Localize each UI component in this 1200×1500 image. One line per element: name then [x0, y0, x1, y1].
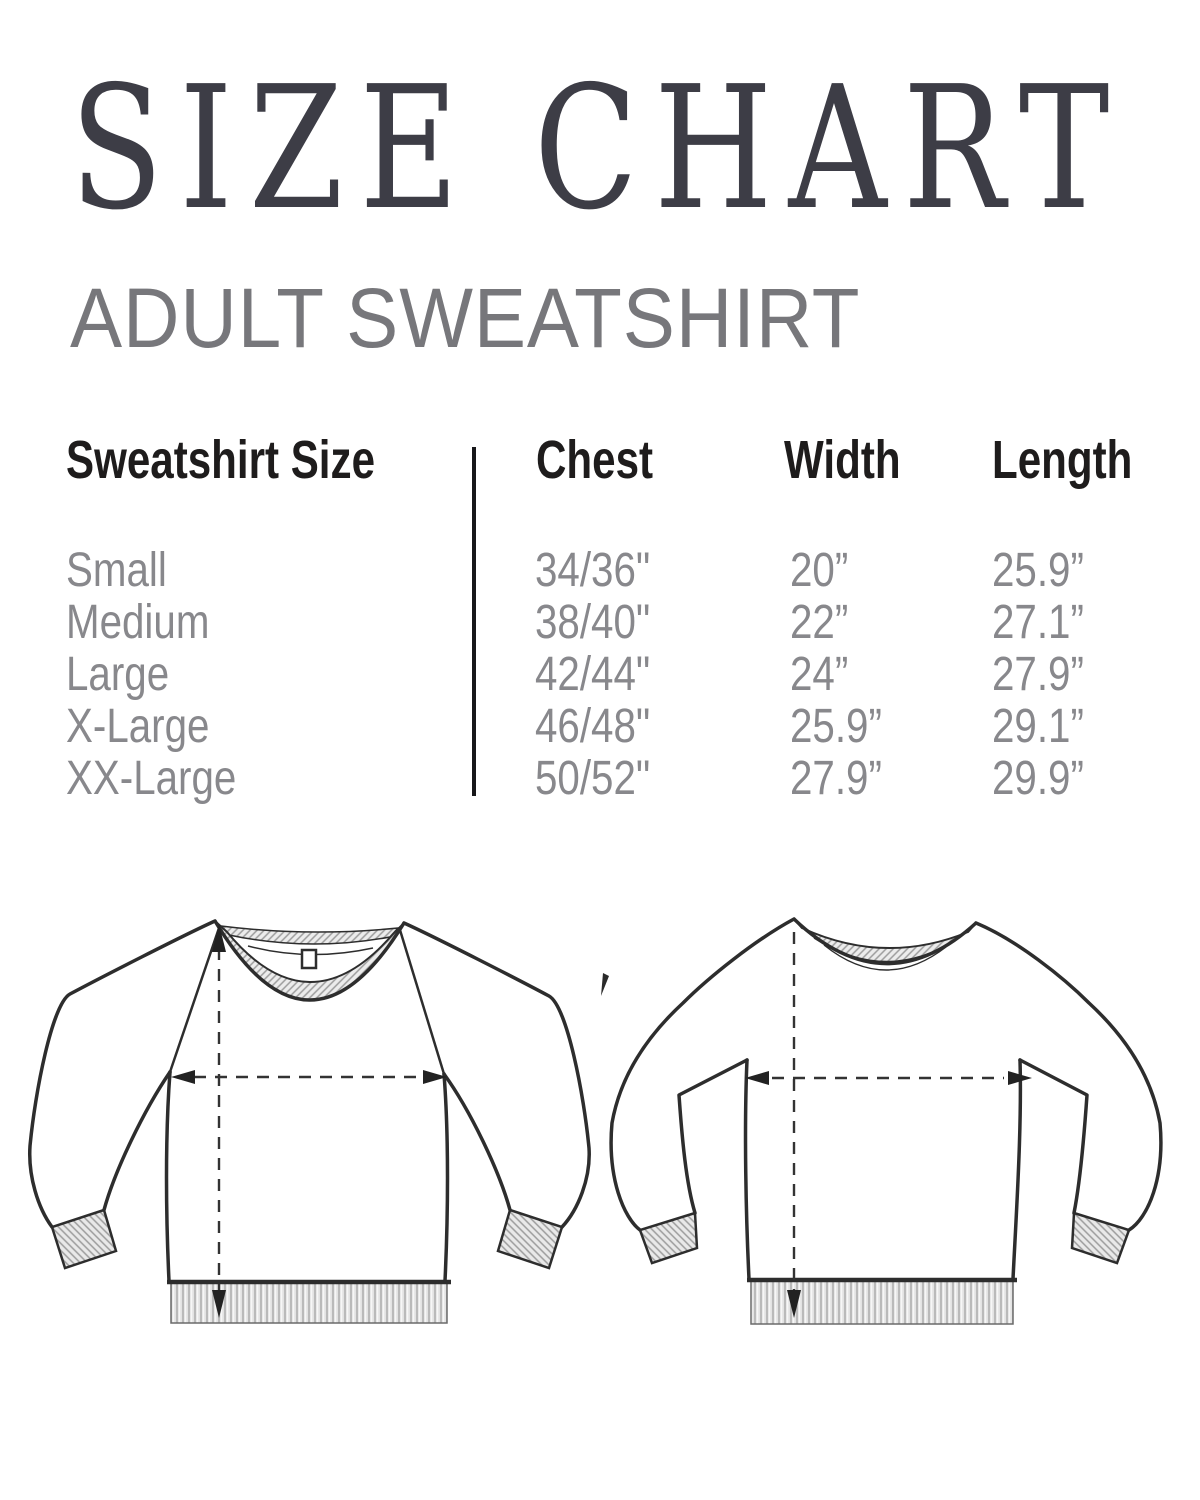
table-header-row: Sweatshirt Size Chest Width Length	[0, 433, 1200, 487]
size-label: X-Large	[66, 700, 210, 753]
chest-value: 34/36"	[535, 544, 651, 597]
back-waistband-rib	[747, 1277, 1017, 1325]
front-right-cuff-rib	[496, 1208, 564, 1270]
back-width-measure-line	[745, 1071, 1032, 1085]
chest-value: 50/52"	[535, 752, 651, 805]
arrow-down-icon	[212, 1290, 226, 1318]
size-label: Medium	[66, 596, 210, 649]
front-length-measure-line	[212, 924, 226, 1318]
back-left-cuff-rib	[638, 1211, 699, 1265]
width-value: 24”	[790, 648, 849, 701]
header-divider-line	[472, 447, 476, 796]
back-collar-rib	[792, 917, 978, 971]
arrow-up-icon	[212, 924, 226, 952]
arrow-left-icon	[745, 1071, 769, 1085]
table-row: Small 34/36" 20” 25.9”	[0, 547, 1200, 601]
length-value: 25.9”	[992, 544, 1084, 597]
width-value: 25.9”	[790, 700, 882, 753]
neck-tag	[300, 948, 318, 970]
table-row: XX-Large 50/52" 27.9” 29.9”	[0, 755, 1200, 809]
stray-tick-mark	[601, 973, 609, 996]
size-label: Large	[66, 648, 170, 701]
front-right-raglan-seam	[398, 929, 446, 1075]
sweatshirt-front-diagram	[28, 919, 591, 1324]
front-left-raglan-seam	[168, 927, 221, 1073]
width-value: 22”	[790, 596, 849, 649]
back-length-measure-line	[787, 932, 801, 1318]
sweatshirt-back-diagram	[601, 917, 1163, 1325]
length-value: 29.9”	[992, 752, 1084, 805]
table-row: Medium 38/40" 22” 27.1”	[0, 599, 1200, 653]
column-header-size: Sweatshirt Size	[66, 430, 375, 490]
front-collar-rib	[213, 920, 406, 1002]
front-waistband-rib	[167, 1279, 451, 1324]
column-header-width: Width	[784, 430, 901, 490]
chest-value: 46/48"	[535, 700, 651, 753]
table-row: X-Large 46/48" 25.9” 29.1”	[0, 703, 1200, 757]
front-width-measure-line	[171, 1070, 447, 1084]
chest-value: 42/44"	[535, 648, 651, 701]
front-left-cuff-rib	[50, 1208, 118, 1270]
back-outline	[609, 917, 1163, 1281]
arrow-right-icon	[423, 1070, 447, 1084]
length-value: 27.9”	[992, 648, 1084, 701]
back-right-cuff-rib	[1070, 1211, 1131, 1265]
size-label: XX-Large	[66, 752, 237, 805]
width-value: 27.9”	[790, 752, 882, 805]
arrow-right-icon	[1008, 1071, 1032, 1085]
page-title: SIZE CHART	[70, 50, 1126, 248]
size-label: Small	[66, 544, 167, 597]
length-value: 29.1”	[992, 700, 1084, 753]
arrow-left-icon	[171, 1070, 195, 1084]
column-header-chest: Chest	[536, 430, 654, 490]
length-value: 27.1”	[992, 596, 1084, 649]
width-value: 20”	[790, 544, 849, 597]
chest-value: 38/40"	[535, 596, 651, 649]
column-header-length: Length	[992, 430, 1133, 490]
front-outline	[28, 919, 591, 1283]
table-row: Large 42/44" 24” 27.9”	[0, 651, 1200, 705]
arrow-down-icon	[787, 1290, 801, 1318]
page-subtitle: ADULT SWEATSHIRT	[70, 271, 861, 365]
